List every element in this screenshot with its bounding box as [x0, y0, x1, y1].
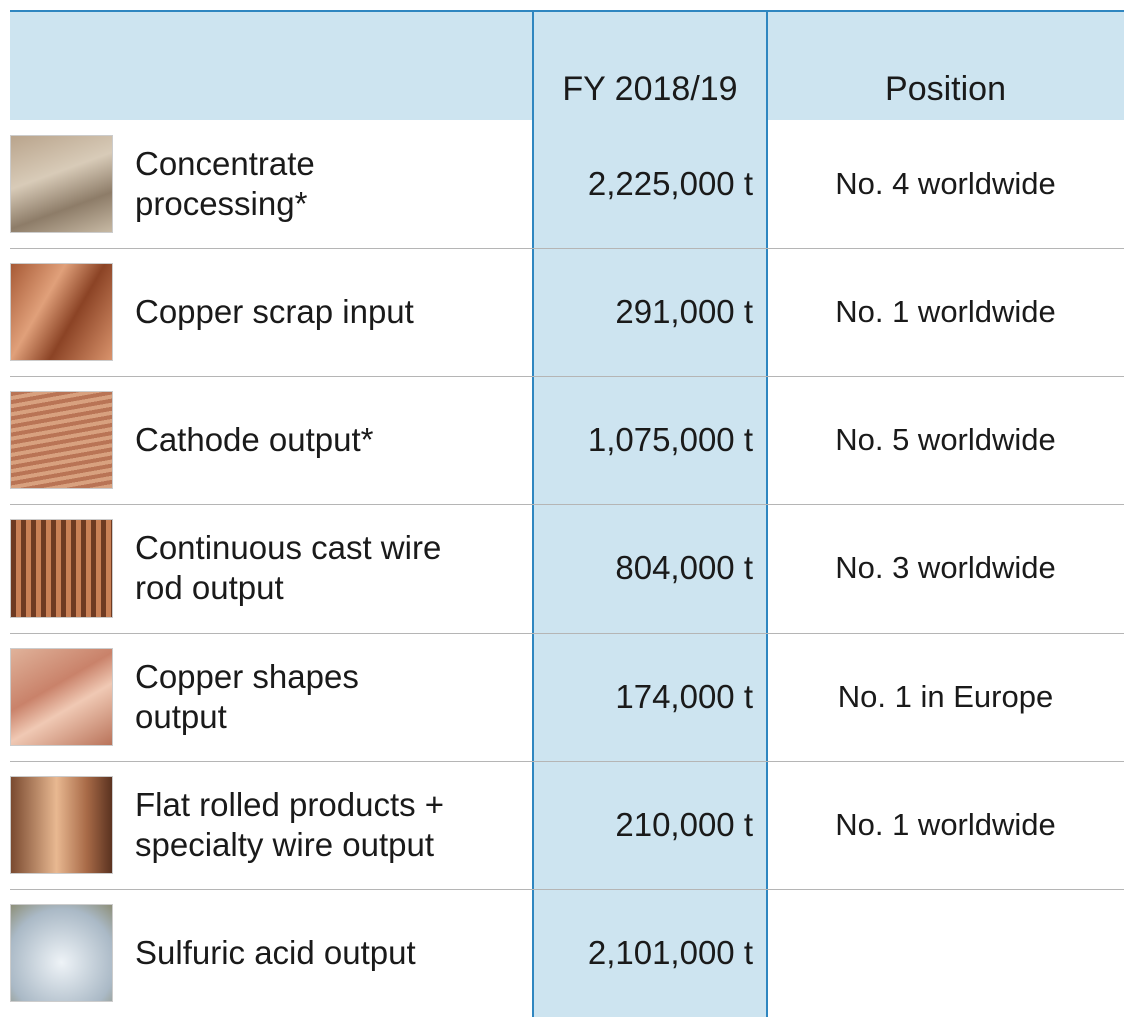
- row-value: 174,000 t: [533, 633, 753, 761]
- row-image: [10, 263, 113, 361]
- row-position: No. 1 worldwide: [767, 761, 1124, 889]
- label-line: Continuous cast wire: [135, 528, 441, 568]
- label-line: specialty wire output: [135, 825, 434, 865]
- row-label: Flat rolled products +specialty wire out…: [135, 761, 530, 889]
- label-line: Cathode output*: [135, 420, 374, 460]
- row-label: Sulfuric acid output: [135, 889, 530, 1017]
- row-label: Cathode output*: [135, 376, 530, 504]
- row-position: No. 1 worldwide: [767, 248, 1124, 376]
- row-label: Copper scrap input: [135, 248, 530, 376]
- row-image: [10, 391, 113, 489]
- label-line: Concentrate: [135, 144, 315, 184]
- row-value: 2,101,000 t: [533, 889, 753, 1017]
- header-cell: Position: [767, 70, 1124, 109]
- row-image: [10, 135, 113, 233]
- row-position: No. 1 in Europe: [767, 633, 1124, 761]
- label-line: rod output: [135, 568, 284, 608]
- row-value: 804,000 t: [533, 504, 753, 632]
- header-cell: FY 2018/19: [533, 70, 767, 109]
- label-line: Sulfuric acid output: [135, 933, 416, 973]
- label-line: output: [135, 697, 227, 737]
- label-line: Flat rolled products +: [135, 785, 444, 825]
- row-position: No. 5 worldwide: [767, 376, 1124, 504]
- row-value: 2,225,000 t: [533, 120, 753, 248]
- row-image: [10, 776, 113, 874]
- production-table: FY 2018/19 Position Concentrateprocessin…: [0, 0, 1124, 1017]
- row-image: [10, 904, 113, 1002]
- row-image: [10, 648, 113, 746]
- row-position: No. 4 worldwide: [767, 120, 1124, 248]
- label-line: Copper scrap input: [135, 292, 414, 332]
- row-value: 210,000 t: [533, 761, 753, 889]
- row-image: [10, 519, 113, 617]
- row-position: No. 3 worldwide: [767, 504, 1124, 632]
- label-line: Copper shapes: [135, 657, 359, 697]
- label-line: processing*: [135, 184, 307, 224]
- row-value: 291,000 t: [533, 248, 753, 376]
- page: FY 2018/19 Position Concentrateprocessin…: [0, 0, 1124, 1017]
- row-value: 1,075,000 t: [533, 376, 753, 504]
